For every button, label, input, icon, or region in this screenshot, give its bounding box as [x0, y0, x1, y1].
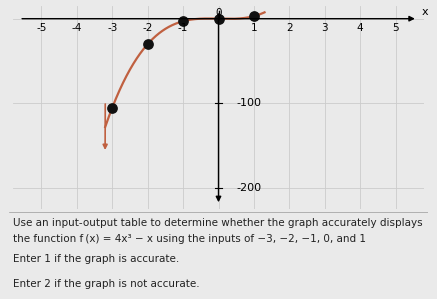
Point	[144, 42, 151, 46]
Text: -100: -100	[236, 98, 261, 109]
Text: Use an input-output table to determine whether the graph accurately displays: Use an input-output table to determine w…	[13, 218, 423, 228]
Point	[250, 14, 257, 19]
Text: -2: -2	[142, 23, 153, 33]
Text: 1: 1	[250, 23, 257, 33]
Text: -4: -4	[72, 23, 82, 33]
Text: 4: 4	[357, 23, 364, 33]
Text: -5: -5	[36, 23, 47, 33]
Text: 2: 2	[286, 23, 293, 33]
Text: -1: -1	[178, 23, 188, 33]
Text: 3: 3	[322, 23, 328, 33]
Text: Enter 1 if the graph is accurate.: Enter 1 if the graph is accurate.	[13, 254, 179, 264]
Text: the function f (x) = 4x³ − x using the inputs of −3, −2, −1, 0, and 1: the function f (x) = 4x³ − x using the i…	[13, 234, 366, 244]
Text: 0: 0	[215, 8, 222, 18]
Point	[109, 105, 116, 110]
Text: x: x	[422, 7, 428, 17]
Text: -200: -200	[236, 183, 261, 193]
Point	[215, 16, 222, 21]
Point	[180, 19, 187, 24]
Text: Enter 2 if the graph is not accurate.: Enter 2 if the graph is not accurate.	[13, 279, 200, 289]
Text: -3: -3	[107, 23, 118, 33]
Text: 5: 5	[392, 23, 399, 33]
